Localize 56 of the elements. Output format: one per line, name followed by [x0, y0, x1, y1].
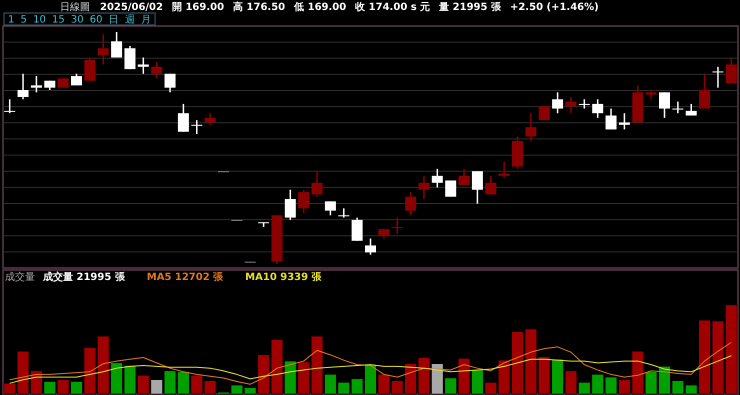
- text: +2.50 (+1.46%): [510, 2, 599, 13]
- candlestick: [672, 100, 684, 114]
- candlestick: [699, 73, 710, 110]
- candlestick: [178, 103, 189, 133]
- text: 量 21995 張: [438, 1, 502, 13]
- candlestick: [418, 175, 430, 200]
- candlestick: [71, 73, 82, 86]
- candlestick: [472, 170, 483, 204]
- candlestick: [312, 170, 323, 198]
- candlestick: [98, 34, 109, 66]
- text: 成交量 21995 張: [42, 271, 126, 283]
- candlestick: [538, 105, 550, 121]
- candlestick: [111, 31, 122, 58]
- candlestick: [338, 208, 350, 218]
- candlestick: [151, 61, 162, 80]
- candlestick: [565, 96, 576, 114]
- candlestick: [432, 168, 443, 188]
- text: 低 169.00: [293, 1, 346, 13]
- candlestick: [458, 168, 470, 186]
- text: 高 176.50: [233, 1, 286, 13]
- candlestick: [84, 56, 96, 82]
- candlestick: [712, 66, 724, 88]
- candlestick: [44, 80, 56, 91]
- text: 收 174.00 s 元: [355, 1, 430, 13]
- text: 1 5 10 15 30 60 日 週 月: [8, 14, 152, 26]
- candlestick: [606, 108, 617, 130]
- chart-title: 日線圖: [60, 2, 90, 13]
- candlestick: [4, 98, 16, 114]
- candlestick: [525, 112, 536, 142]
- candlestick: [578, 98, 590, 110]
- candlestick: [726, 56, 737, 84]
- candlestick: [138, 56, 149, 75]
- candlestick: [298, 189, 310, 214]
- candlestick: [485, 175, 496, 196]
- candlestick: [204, 112, 216, 126]
- candlestick: [592, 98, 604, 119]
- candlestick: [352, 216, 363, 242]
- candlestick: [552, 92, 564, 114]
- candlestick: [378, 228, 390, 240]
- candlestick: [124, 45, 136, 70]
- candlestick: [324, 200, 336, 216]
- candlestick: [498, 161, 510, 179]
- candlestick: [365, 238, 376, 256]
- candlestick: [659, 92, 670, 119]
- text: MA5 12702 張: [146, 271, 224, 283]
- candlestick: [18, 73, 29, 100]
- candlestick: [618, 112, 630, 130]
- text: 開 169.00: [172, 1, 224, 13]
- candlestick: [405, 191, 416, 216]
- chart-title: 成交量: [5, 271, 35, 283]
- candlestick: [284, 189, 296, 221]
- text: MA10 9339 張: [245, 271, 323, 283]
- candlestick: [164, 73, 176, 94]
- candlestick: [392, 216, 403, 235]
- text: 2025/06/02: [100, 2, 164, 13]
- candlestick: [191, 119, 202, 135]
